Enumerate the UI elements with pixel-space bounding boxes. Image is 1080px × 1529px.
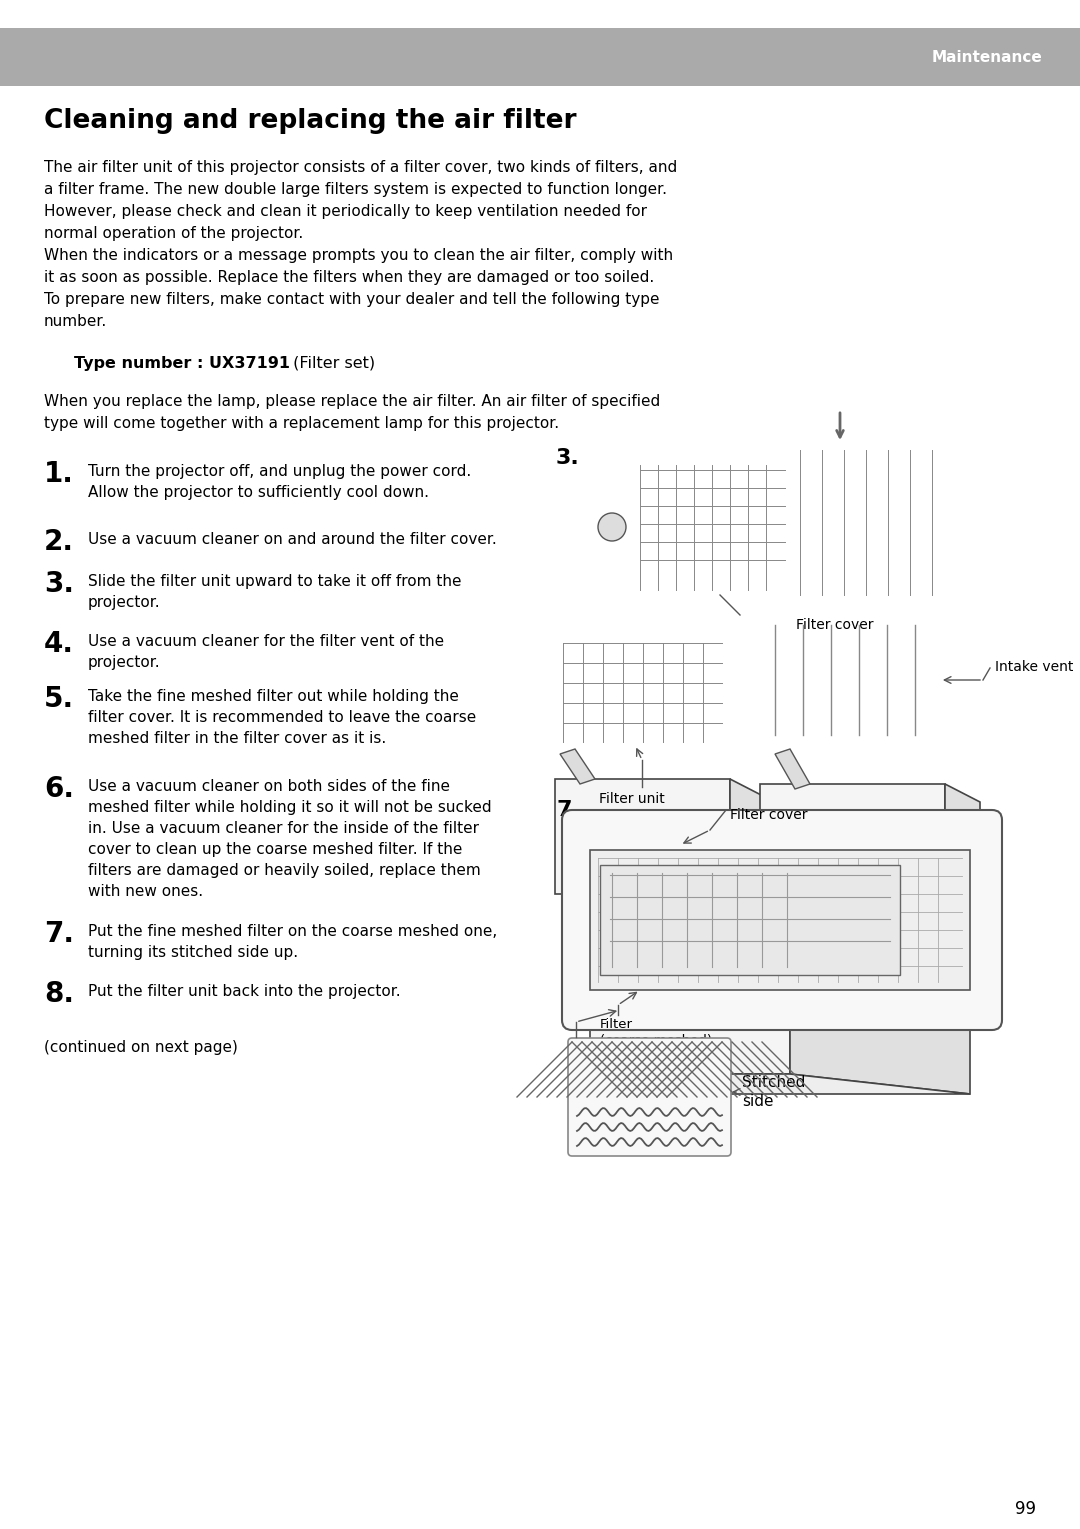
Text: Take the fine meshed filter out while holding the
filter cover. It is recommende: Take the fine meshed filter out while ho… (87, 690, 476, 746)
Text: However, please check and clean it periodically to keep ventilation needed for: However, please check and clean it perio… (44, 203, 647, 219)
Polygon shape (555, 778, 730, 894)
Text: Type number : UX37191: Type number : UX37191 (75, 356, 291, 372)
Text: a filter frame. The new double large filters system is expected to function long: a filter frame. The new double large fil… (44, 182, 667, 197)
Polygon shape (945, 784, 980, 933)
Text: When you replace the lamp, please replace the air filter. An air filter of speci: When you replace the lamp, please replac… (44, 394, 660, 408)
Text: 3.: 3. (44, 570, 75, 598)
Text: Filter cover: Filter cover (730, 807, 808, 823)
Text: normal operation of the projector.: normal operation of the projector. (44, 226, 303, 242)
Text: Filter
(coarse meshed): Filter (coarse meshed) (600, 1018, 712, 1047)
Text: 6.: 6. (44, 775, 75, 803)
Text: Use a vacuum cleaner on both sides of the fine
meshed filter while holding it so: Use a vacuum cleaner on both sides of th… (87, 778, 491, 899)
Text: Maintenance: Maintenance (931, 49, 1042, 64)
Polygon shape (775, 749, 810, 789)
Text: (Filter set): (Filter set) (288, 356, 375, 372)
Text: 8.: 8. (44, 980, 75, 1008)
Bar (590, 850, 970, 989)
Polygon shape (789, 930, 970, 1095)
Text: 2.: 2. (44, 528, 75, 557)
Text: When the indicators or a message prompts you to clean the air filter, comply wit: When the indicators or a message prompts… (44, 248, 673, 263)
Text: it as soon as possible. Replace the filters when they are damaged or too soiled.: it as soon as possible. Replace the filt… (44, 271, 654, 284)
Text: 4.: 4. (44, 630, 75, 657)
Text: Put the fine meshed filter on the coarse meshed one,
turning its stitched side u: Put the fine meshed filter on the coarse… (87, 924, 497, 960)
Text: 7.: 7. (556, 800, 580, 820)
Text: Stitched
side: Stitched side (742, 1075, 806, 1109)
Text: Use a vacuum cleaner for the filter vent of the
projector.: Use a vacuum cleaner for the filter vent… (87, 635, 444, 670)
Text: 7.: 7. (44, 920, 75, 948)
Text: Filter unit: Filter unit (599, 792, 665, 806)
Text: Cleaning and replacing the air filter: Cleaning and replacing the air filter (44, 109, 577, 135)
Text: Intake vent: Intake vent (995, 661, 1074, 674)
Text: The air filter unit of this projector consists of a filter cover, two kinds of f: The air filter unit of this projector co… (44, 161, 677, 174)
Text: number.: number. (44, 313, 107, 329)
FancyBboxPatch shape (562, 810, 1002, 1031)
FancyBboxPatch shape (0, 28, 1080, 86)
FancyBboxPatch shape (568, 1038, 731, 1156)
Text: Use a vacuum cleaner on and around the filter cover.: Use a vacuum cleaner on and around the f… (87, 532, 497, 547)
Text: Turn the projector off, and unplug the power cord.
Allow the projector to suffic: Turn the projector off, and unplug the p… (87, 463, 471, 500)
Text: Filter (fine meshed): Filter (fine meshed) (580, 1040, 711, 1053)
Text: Filter cover: Filter cover (796, 618, 874, 631)
Text: Put the filter unit back into the projector.: Put the filter unit back into the projec… (87, 985, 401, 998)
Text: (continued on next page): (continued on next page) (44, 1040, 238, 1055)
Text: 3.: 3. (556, 448, 580, 468)
Polygon shape (561, 749, 595, 784)
Text: 99: 99 (1015, 1500, 1036, 1518)
Polygon shape (760, 784, 945, 914)
Polygon shape (730, 778, 765, 911)
Text: To prepare new filters, make contact with your dealer and tell the following typ: To prepare new filters, make contact wit… (44, 292, 660, 307)
Polygon shape (590, 930, 789, 1073)
Bar (600, 865, 900, 976)
Text: Slide the filter unit upward to take it off from the
projector.: Slide the filter unit upward to take it … (87, 573, 461, 610)
Circle shape (598, 514, 626, 541)
Polygon shape (590, 1073, 970, 1095)
Text: 5.: 5. (44, 685, 75, 713)
Text: type will come together with a replacement lamp for this projector.: type will come together with a replaceme… (44, 416, 559, 431)
Text: 1.: 1. (44, 460, 73, 488)
